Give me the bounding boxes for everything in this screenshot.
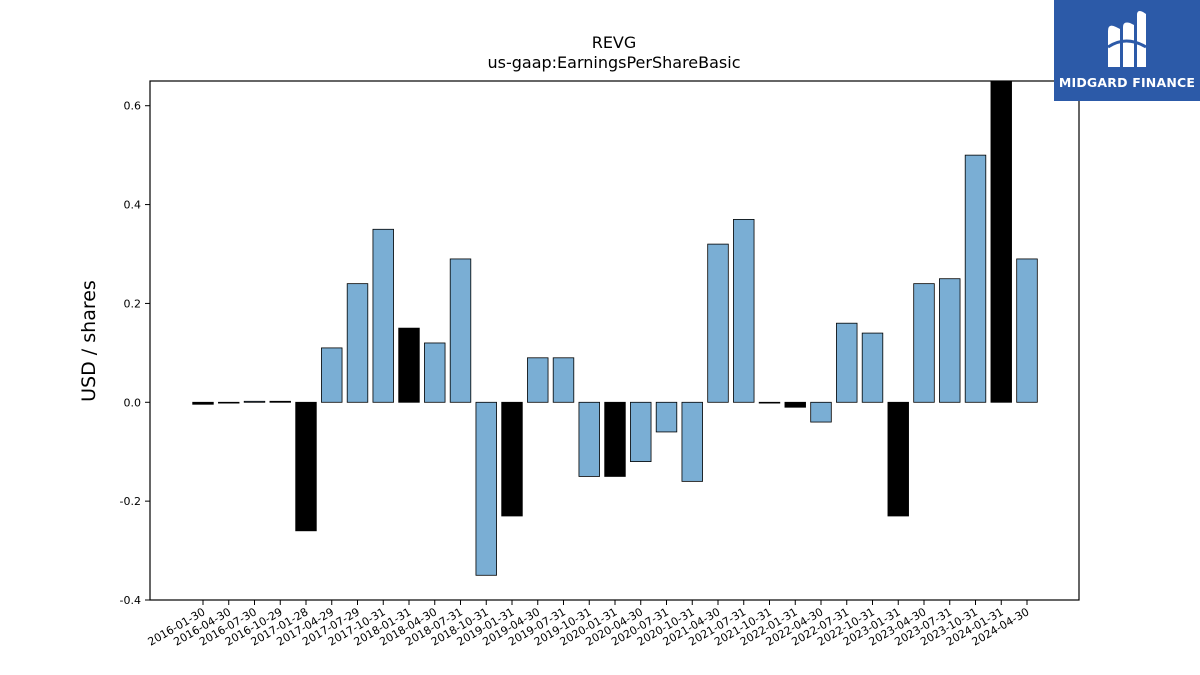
plot-frame	[149, 80, 1080, 601]
bar	[784, 401, 806, 408]
bar	[836, 322, 858, 403]
bar	[527, 357, 549, 403]
bar	[218, 401, 240, 404]
bar	[939, 278, 961, 403]
y-tick-label: -0.4	[120, 594, 141, 607]
bar	[475, 401, 497, 576]
bar	[630, 401, 652, 462]
bar	[346, 283, 369, 403]
y-tick-label: -0.2	[120, 495, 141, 508]
bar	[398, 327, 420, 403]
y-tick-label: 0.4	[124, 199, 142, 212]
midgard-logo-icon	[1107, 11, 1147, 68]
x-axis: 2016-01-302016-04-302016-07-302016-10-29…	[146, 600, 1032, 649]
bars-group	[192, 80, 1038, 576]
bar	[449, 258, 472, 403]
y-tick-label: 0.6	[124, 100, 142, 113]
bar	[1016, 258, 1038, 403]
bar	[604, 401, 626, 477]
bar	[861, 332, 884, 403]
bar	[913, 283, 935, 403]
bar	[295, 401, 317, 532]
bar	[964, 154, 987, 403]
bar	[552, 357, 575, 403]
bar	[990, 80, 1012, 403]
bar	[269, 400, 291, 403]
bar	[681, 401, 703, 482]
chart-title: REVG	[592, 33, 637, 52]
bar	[655, 401, 678, 433]
brand-name: MIDGARD FINANCE	[1058, 75, 1196, 90]
bar	[578, 401, 600, 477]
bar	[372, 228, 394, 403]
chart-subtitle: us-gaap:EarningsPerShareBasic	[487, 53, 740, 72]
y-axis-label: USD / shares	[78, 280, 100, 402]
bar	[424, 342, 446, 403]
y-tick-label: 0.0	[124, 396, 142, 409]
bar	[758, 401, 781, 404]
bar	[192, 401, 214, 405]
bar	[243, 400, 266, 403]
midgard-finance-logo: MIDGARD FINANCE	[1054, 0, 1200, 101]
bar	[707, 243, 729, 403]
y-tick-label: 0.2	[124, 297, 142, 310]
bar	[887, 401, 909, 517]
bar	[501, 401, 523, 517]
bar	[733, 218, 755, 403]
bar	[321, 347, 343, 403]
bar	[810, 401, 832, 423]
y-axis: -0.4 -0.2 0.0 0.2 0.4 0.6	[120, 100, 150, 607]
